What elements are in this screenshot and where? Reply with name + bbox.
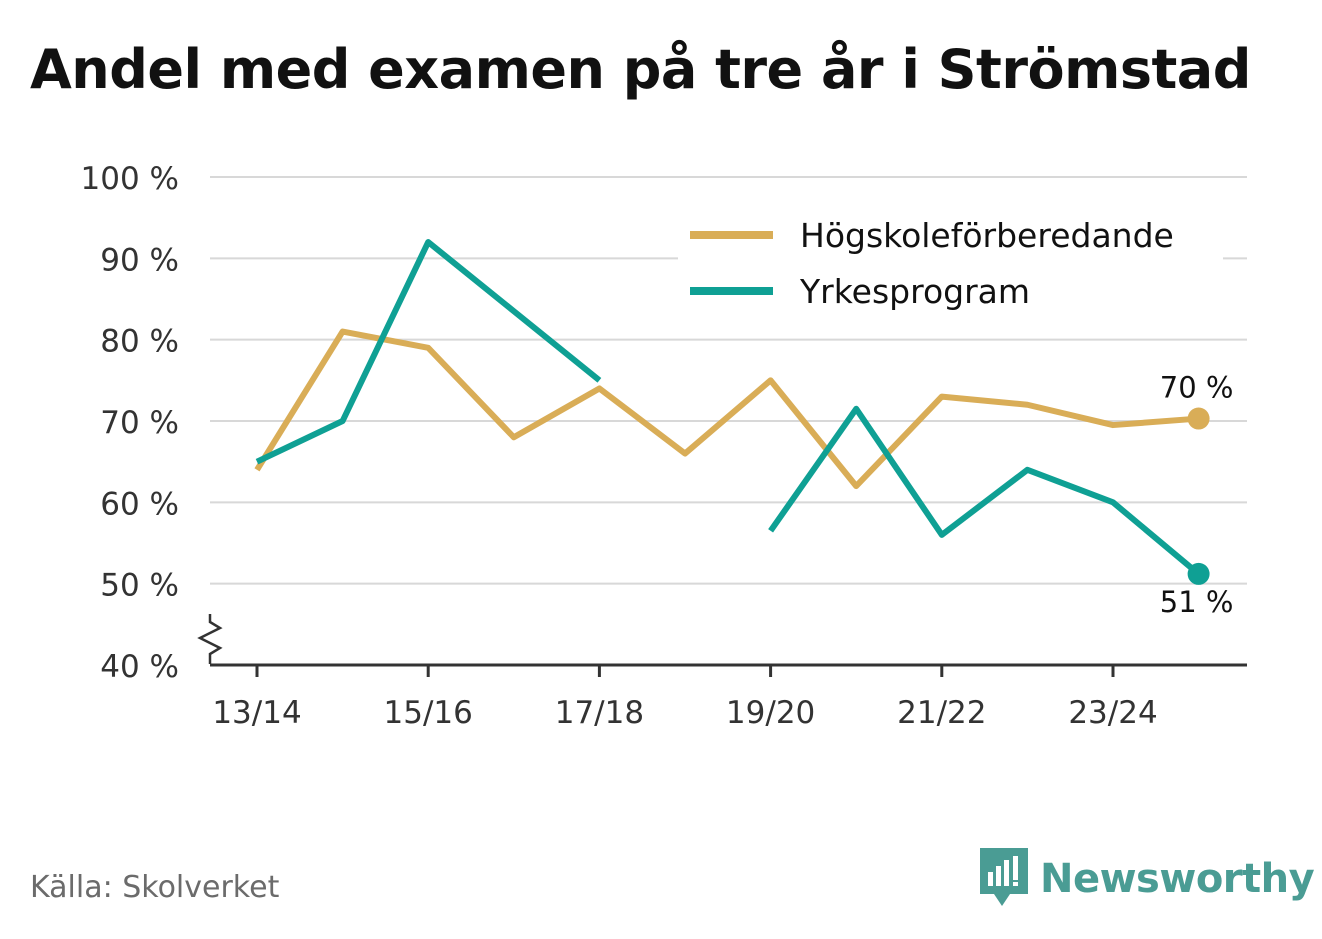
series-line-yrkes [255,239,602,465]
x-tick-label: 19/20 [726,695,815,731]
y-tick-label: 40 % [100,649,179,685]
x-tick-label: 23/24 [1068,695,1157,731]
legend-label: Högskoleförberedande [800,216,1174,255]
legend: Högskoleförberedande Yrkesprogram [678,210,1223,320]
axis-break-icon [197,614,223,664]
end-label-bg [1154,368,1239,405]
x-axis-ticks: 13/14 15/16 17/18 19/20 21/22 23/24 [212,665,1158,731]
x-tick-label: 13/14 [212,695,301,731]
y-tick-label: 60 % [100,486,179,522]
source-note: Källa: Skolverket [30,870,280,905]
legend-background [678,210,1223,320]
y-axis-ticks: 40 % 50 % 60 % 70 % 80 % 90 % 100 % [81,161,179,685]
newsworthy-logo-icon [980,848,1028,906]
y-tick-label: 90 % [100,242,179,278]
x-tick-label: 21/22 [897,695,986,731]
series-line-yrkes [768,405,1201,577]
end-label-bg [1154,585,1239,622]
end-value-label: 70 % [1160,371,1234,405]
y-tick-label: 80 % [100,324,179,360]
y-tick-label: 50 % [100,568,179,604]
legend-label: Yrkesprogram [799,272,1030,311]
x-tick-label: 17/18 [555,695,644,731]
x-tick-label: 15/16 [384,695,473,731]
y-tick-label: 100 % [81,161,179,197]
y-tick-label: 70 % [100,405,179,441]
brand-logo: Newsworthy [980,848,1315,910]
brand-name: Newsworthy [1040,856,1315,902]
chart-title: Andel med examen på tre år i Strömstad [30,38,1251,101]
end-value-label: 51 % [1160,585,1234,619]
series-line-hogskole [254,328,1199,490]
series-lines: 70 % 51 % [254,239,1239,622]
end-point-marker [1187,562,1210,585]
x-axis [197,614,1247,667]
end-point-marker [1187,407,1210,430]
